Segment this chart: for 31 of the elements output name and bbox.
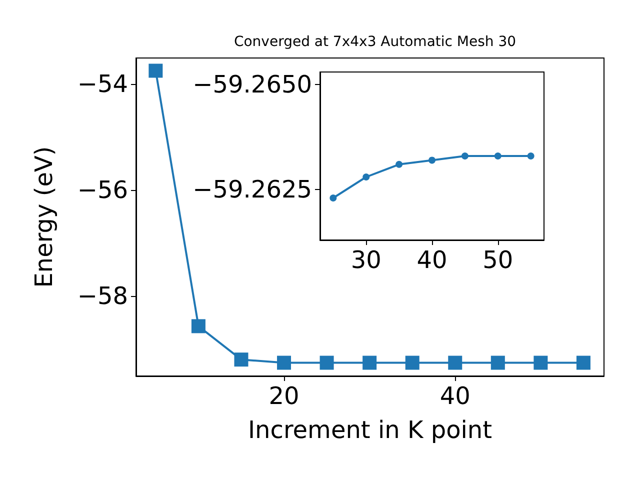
point: [405, 356, 420, 370]
point: [148, 64, 163, 78]
point: [490, 356, 505, 370]
x-tick-label: 40: [416, 246, 448, 274]
y-tick-label: −59.2650: [192, 70, 312, 99]
y-tick-label: −54: [77, 70, 128, 98]
x-tick-label: 30: [350, 246, 382, 274]
x-tick-label: 20: [268, 382, 300, 410]
point: [461, 152, 468, 160]
y-axis-title: Energy (eV): [30, 146, 58, 288]
chart-title: Converged at 7x4x3 Automatic Mesh 30: [234, 34, 516, 50]
point: [362, 174, 370, 180]
point: [330, 194, 337, 202]
point: [527, 152, 534, 160]
point: [534, 356, 548, 370]
x-axis-title: Increment in K point: [248, 416, 492, 444]
point: [396, 160, 403, 168]
point: [494, 152, 502, 160]
y-tick-label: −59.2625: [192, 176, 312, 204]
point: [576, 356, 590, 370]
point: [234, 352, 248, 367]
point: [428, 156, 436, 164]
y-tick-label: −58: [77, 282, 128, 310]
point: [448, 356, 462, 370]
point: [362, 356, 377, 370]
point: [191, 319, 206, 334]
x-tick-label: 40: [440, 382, 470, 410]
point: [320, 356, 334, 370]
y-tick-label: −56: [77, 176, 128, 204]
x-tick-label: 50: [482, 246, 514, 274]
point: [277, 356, 292, 370]
